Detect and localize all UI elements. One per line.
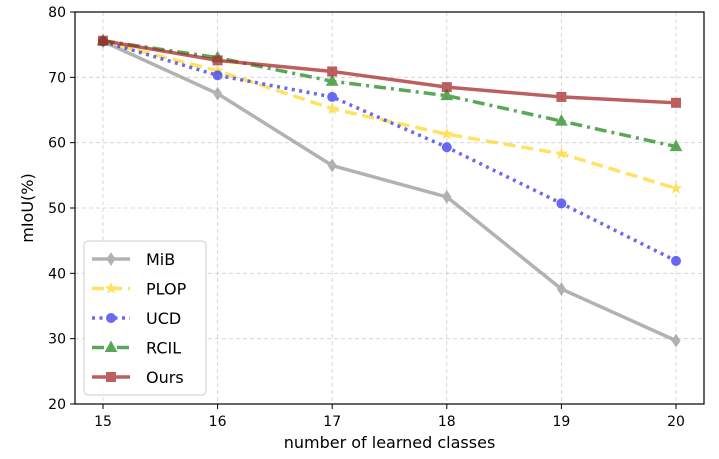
legend: MiB PLOP UCD RCIL Ours [83, 240, 207, 396]
data-point [212, 55, 223, 66]
x-axis-label: number of learned classes [284, 433, 496, 452]
data-point [327, 91, 338, 102]
data-point [555, 114, 568, 126]
legend-marker [106, 372, 116, 382]
series-ucd [98, 36, 681, 266]
data-point [556, 282, 567, 296]
legend-item-ours [92, 372, 130, 382]
legend-label: UCD [146, 309, 181, 328]
data-point [327, 66, 338, 77]
x-tick-label: 17 [323, 414, 341, 430]
data-point [442, 189, 452, 204]
legend-box [83, 240, 207, 396]
x-tick-label: 16 [209, 414, 227, 430]
series-rcil [96, 33, 683, 152]
data-point [671, 97, 681, 108]
data-point [325, 102, 339, 115]
series-line [102, 39, 677, 343]
data-point [212, 70, 223, 81]
data-point [669, 181, 683, 194]
series-line [102, 39, 677, 263]
data-point [671, 333, 681, 348]
y-axis-label: mIoU(%) [18, 173, 37, 243]
legend-item-rcil [92, 340, 130, 352]
legend-item-ucd [92, 313, 130, 323]
data-point [440, 88, 454, 101]
data-point [669, 139, 683, 152]
data-point [441, 142, 452, 153]
data-point [556, 198, 567, 209]
data-point [440, 127, 454, 140]
data-point [325, 74, 339, 86]
axes: 15 16 17 18 19 20 20 30 40 50 60 70 80 [48, 5, 685, 430]
data-point [212, 86, 223, 101]
legend-label: MiB [146, 250, 175, 269]
legend-marker [104, 281, 118, 294]
data-point [441, 82, 452, 93]
data-point [555, 147, 568, 160]
legend-item-plop [92, 281, 130, 294]
y-tick-label: 80 [48, 5, 66, 21]
data-point [556, 91, 567, 102]
series-line [102, 39, 677, 191]
series-line [102, 39, 677, 149]
legend-item-mib [92, 252, 130, 266]
legend-marker [106, 252, 116, 266]
y-tick-label: 60 [48, 136, 66, 152]
series-line [102, 39, 677, 105]
legend-label: PLOP [146, 280, 187, 299]
x-tick-label: 15 [94, 414, 112, 430]
data-point [327, 158, 337, 173]
legend-marker [104, 340, 118, 352]
x-tick-label: 19 [552, 414, 570, 430]
y-tick-label: 40 [48, 266, 66, 282]
legend-label: Ours [146, 368, 184, 387]
series-ours [98, 35, 681, 108]
data-point [98, 35, 108, 46]
data-point [671, 255, 681, 266]
x-tick-label: 18 [438, 414, 456, 430]
y-tick-label: 70 [48, 70, 66, 86]
y-tick-label: 30 [48, 332, 66, 348]
series-plop [96, 34, 683, 194]
series-lines [96, 33, 683, 348]
legend-marker [106, 313, 116, 323]
y-tick-label: 20 [48, 397, 66, 413]
x-tick-label: 20 [667, 414, 685, 430]
legend-label: RCIL [146, 339, 181, 358]
y-tick-label: 50 [48, 201, 66, 217]
